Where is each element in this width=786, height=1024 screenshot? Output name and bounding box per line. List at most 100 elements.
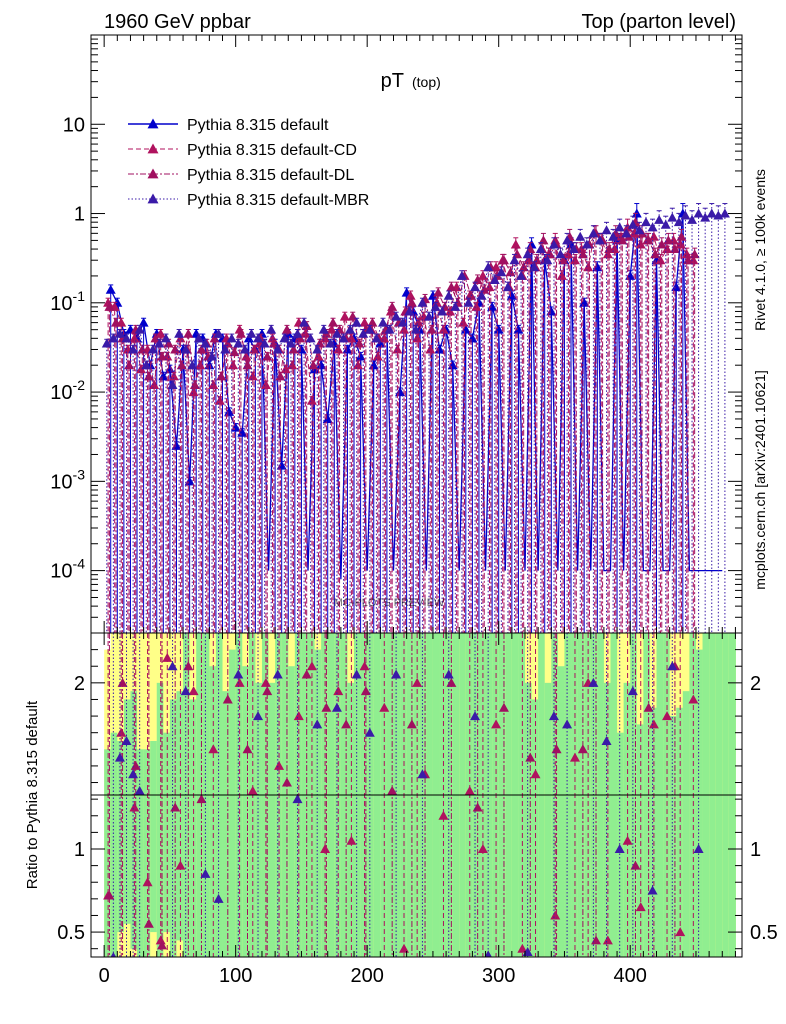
ratio-point (114, 752, 125, 762)
data-point (397, 317, 408, 327)
ratio-tick-label-right: 2 (750, 673, 761, 695)
series-0 (105, 203, 723, 633)
legend-entry: Pythia 8.315 default (128, 117, 329, 134)
data-point (523, 255, 534, 265)
ratio-point (260, 677, 271, 687)
ratio-point (569, 752, 580, 762)
ratio-point (110, 952, 117, 957)
ratio-band-inner (676, 707, 684, 957)
ratio-point (157, 940, 168, 950)
data-point (667, 212, 678, 222)
ratio-point (222, 694, 233, 704)
data-point (375, 338, 386, 348)
data-point (299, 317, 310, 327)
data-point (629, 228, 640, 238)
ratio-point (470, 711, 481, 721)
data-point (316, 360, 327, 370)
data-point (138, 317, 149, 327)
ratio-point (312, 719, 323, 729)
ratio-point (399, 943, 410, 953)
ratio-band-inner (110, 732, 118, 957)
data-point (399, 324, 410, 334)
header-left: 1960 GeV ppbar (104, 11, 251, 33)
legend-entry: Pythia 8.315 default-MBR (128, 192, 369, 209)
ratio-point (320, 844, 331, 853)
data-point (516, 270, 527, 280)
data-point (121, 333, 132, 343)
data-point (183, 328, 194, 338)
data-point (134, 324, 145, 334)
ratio-point (601, 736, 612, 745)
data-point (281, 324, 292, 334)
data-point (505, 267, 516, 277)
ratio-point (675, 927, 686, 937)
data-point (128, 344, 139, 354)
ratio-point (648, 719, 659, 729)
data-point (655, 255, 666, 265)
data-point (312, 344, 323, 354)
legend-marker (147, 168, 159, 179)
data-point (687, 214, 698, 224)
ratio-point (688, 694, 699, 704)
ratio-point (292, 794, 303, 804)
data-point (647, 222, 658, 232)
data-point (345, 324, 356, 334)
ratio-band-inner (314, 649, 322, 957)
ratio-point (167, 661, 178, 671)
data-point (351, 317, 362, 327)
data-point (235, 328, 246, 338)
ratio-point (484, 950, 492, 957)
ratio-point (562, 719, 573, 729)
data-point (706, 208, 717, 218)
ratio-band-inner (137, 749, 145, 957)
data-point (143, 371, 154, 381)
ratio-point (647, 885, 658, 895)
data-point (150, 333, 161, 343)
data-point (562, 235, 573, 245)
ratio-point (188, 686, 199, 696)
ratio-band-inner (617, 732, 625, 957)
data-point (438, 324, 449, 334)
ratio-axis-label: Ratio to Pythia 8.315 default (24, 700, 41, 889)
data-point (354, 338, 365, 348)
data-point (170, 344, 181, 354)
ratio-point (321, 702, 332, 712)
data-point (719, 208, 730, 218)
ratio-point (130, 760, 141, 770)
data-point (634, 225, 645, 235)
data-point (180, 344, 191, 354)
data-point (673, 217, 684, 227)
series-3 (101, 203, 730, 633)
data-point (233, 338, 244, 348)
data-point (563, 249, 574, 259)
ratio-tick-label-right: 0.5 (750, 922, 778, 944)
data-point (635, 239, 646, 249)
data-point (463, 297, 474, 307)
data-point (426, 324, 437, 334)
data-point (471, 301, 482, 311)
legend-label: Pythia 8.315 default-CD (187, 142, 357, 159)
data-point (556, 270, 567, 280)
series-1 (103, 218, 699, 633)
data-point (538, 235, 549, 245)
ratio-point (134, 785, 145, 795)
data-point (214, 395, 225, 405)
data-point (555, 249, 566, 259)
ratio-band-inner (288, 666, 296, 957)
data-point (372, 351, 383, 361)
data-point (155, 328, 166, 338)
data-point (660, 219, 671, 229)
data-point (542, 255, 553, 265)
data-point (410, 324, 421, 334)
data-point (458, 317, 469, 327)
data-point (614, 222, 625, 232)
data-point (114, 328, 125, 338)
ratio-point (438, 810, 449, 820)
data-point (167, 380, 178, 390)
chart-title-sub: (top) (412, 74, 441, 90)
data-point (594, 235, 605, 245)
data-point (220, 344, 231, 354)
data-point (104, 301, 115, 311)
ratio-band-inner (649, 707, 658, 957)
ratio-point (443, 669, 454, 679)
